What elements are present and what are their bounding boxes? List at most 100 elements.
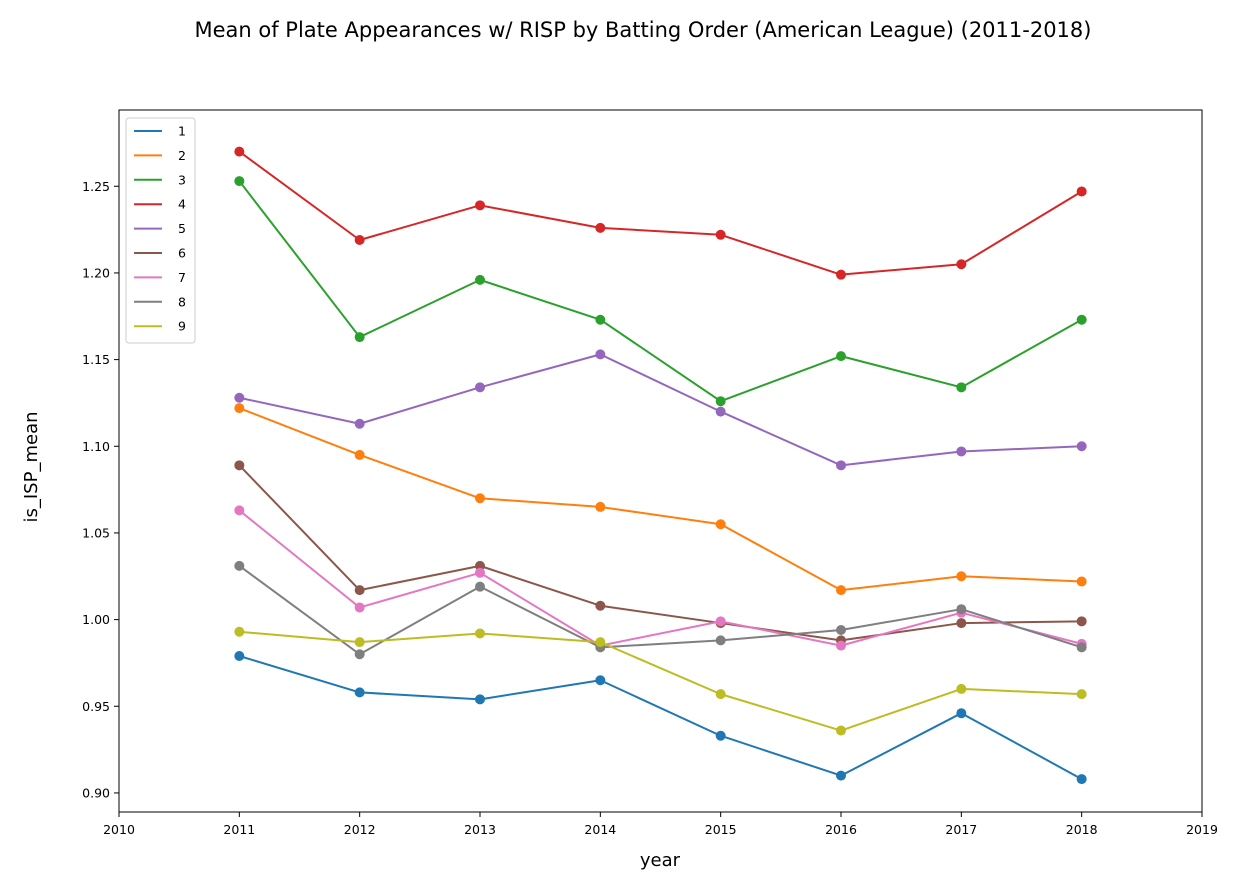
legend-label: 7 (178, 270, 186, 285)
legend-label: 9 (178, 319, 186, 334)
data-point (1076, 689, 1087, 700)
data-point (1076, 642, 1087, 653)
series-line-1 (239, 655, 1083, 780)
data-point (956, 382, 967, 393)
legend: 1 2 3 4 5 6 7 8 9 (125, 117, 196, 344)
y-tick-label: 1.25 (82, 179, 110, 194)
data-point (715, 519, 726, 530)
data-point (836, 351, 846, 362)
legend-label: 2 (178, 148, 186, 163)
data-point (836, 640, 846, 651)
y-tick-label: 1.15 (82, 352, 110, 367)
data-point (234, 651, 245, 661)
series-line-4 (238, 150, 1083, 276)
data-point (1076, 774, 1087, 785)
data-point (956, 446, 967, 457)
data-point (956, 259, 967, 270)
data-point (1076, 576, 1087, 587)
data-point (234, 403, 245, 414)
data-point (475, 493, 485, 504)
data-point (595, 600, 606, 611)
series-line-2 (238, 407, 1082, 592)
data-point (475, 581, 485, 592)
x-axis-label: year (640, 850, 681, 871)
series-line-6 (238, 464, 1082, 642)
data-point (836, 725, 846, 736)
data-point (836, 585, 846, 596)
y-axis-label: is_ISP_mean (21, 411, 42, 522)
chart-title: Mean of Plate Appearances w/ RISP by Bat… (195, 18, 1092, 42)
data-point (354, 649, 365, 660)
data-point (1076, 314, 1087, 325)
data-point (956, 571, 967, 582)
data-point (715, 635, 726, 646)
data-point (475, 560, 485, 571)
legend-item: 7 (134, 270, 186, 285)
legend-item: 5 (134, 221, 186, 236)
data-point (956, 618, 967, 629)
data-point (595, 637, 606, 648)
data-point (836, 770, 846, 781)
data-point (475, 567, 485, 578)
data-point (1076, 441, 1087, 452)
series-line-8 (238, 565, 1082, 656)
legend-item: 2 (134, 148, 186, 163)
legend-box (125, 117, 196, 344)
x-tick-label: 2011 (223, 822, 255, 837)
legend-item: 8 (134, 294, 186, 309)
legend-label: 6 (178, 246, 186, 261)
legend-label: 5 (178, 221, 186, 236)
data-point (234, 560, 245, 571)
data-point (595, 222, 606, 233)
data-point (475, 628, 485, 639)
data-point (354, 449, 365, 460)
series-line-3 (238, 180, 1083, 403)
data-point (715, 229, 726, 240)
data-point (715, 406, 726, 417)
data-point (956, 604, 967, 615)
legend-label: 4 (178, 197, 186, 212)
data-point (354, 637, 365, 648)
data-point (475, 382, 485, 393)
x-tick-label: 2013 (464, 822, 496, 837)
x-tick-label: 2014 (584, 822, 616, 837)
data-point (956, 708, 967, 719)
data-point (595, 349, 606, 360)
data-point (354, 418, 365, 429)
legend-item: 6 (134, 246, 186, 261)
data-point (1076, 616, 1087, 627)
plot-frame (118, 109, 1203, 813)
data-point (234, 146, 245, 157)
x-tick-label: 2015 (705, 822, 737, 837)
data-point (234, 392, 245, 403)
data-point (836, 460, 846, 471)
y-tick-label: 1.10 (82, 439, 110, 454)
x-tick-label: 2017 (945, 822, 977, 837)
series-line-9 (239, 630, 1082, 732)
x-tick-label: 2018 (1066, 822, 1098, 837)
y-tick-label: 1.05 (82, 525, 110, 540)
data-point (836, 625, 846, 635)
plot-area: 2010 2011 2012 2013 2014 2015 2016 2017 2018 2019… (82, 109, 1218, 837)
data-point (595, 314, 606, 325)
data-point (354, 585, 365, 596)
series-line-5 (239, 353, 1082, 467)
series-line-7 (238, 509, 1082, 647)
data-point (354, 602, 365, 613)
y-tick-label: 0.90 (82, 785, 110, 800)
data-point (234, 460, 245, 471)
y-tick-label: 1.20 (82, 265, 110, 280)
data-point (595, 501, 606, 512)
data-point (475, 200, 485, 211)
data-point (595, 675, 606, 686)
legend-label: 3 (178, 172, 186, 187)
x-tick-label: 2010 (103, 822, 135, 837)
legend-item: 1 (134, 124, 186, 139)
data-point (1076, 186, 1087, 197)
legend-item: 3 (134, 172, 186, 187)
data-point (354, 235, 365, 245)
data-point (354, 332, 365, 343)
data-point (354, 687, 365, 698)
y-tick-label: 1.00 (82, 612, 110, 627)
